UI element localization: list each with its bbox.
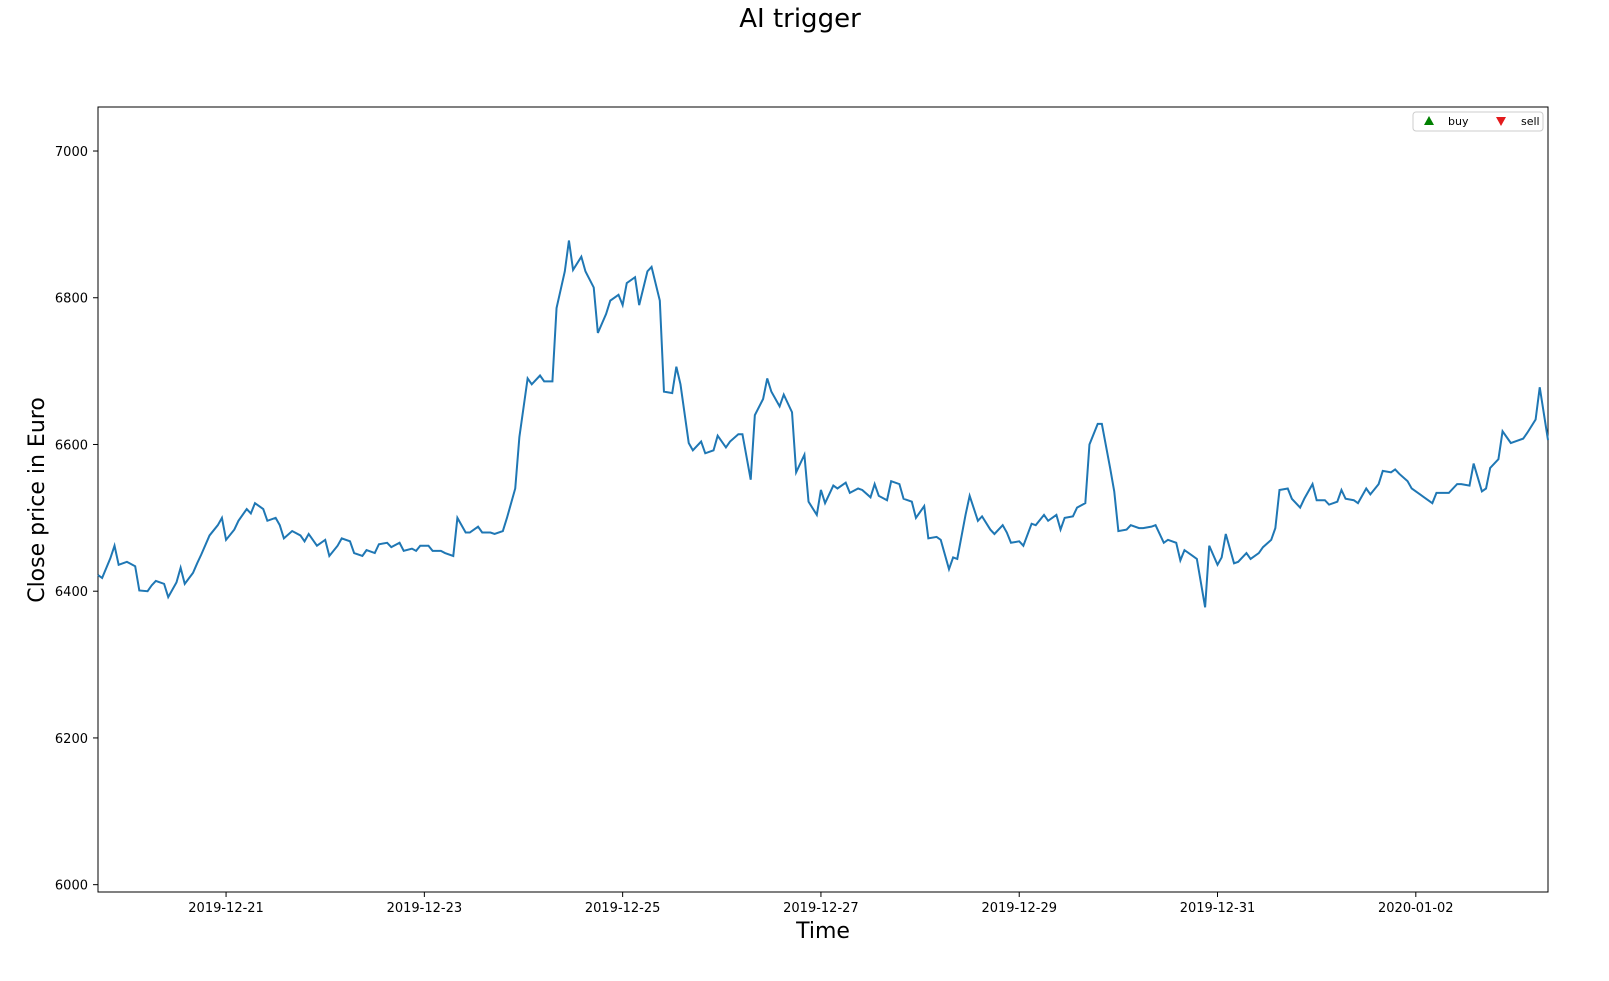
- y-axis-ticks: 6000 6200 6400 6600 6800 7000: [55, 145, 98, 894]
- y-axis-title: Close price in Euro: [25, 397, 50, 603]
- y-tick-label: 6200: [55, 732, 88, 747]
- x-tick-label: 2019-12-23: [387, 901, 463, 916]
- x-tick-label: 2020-01-02: [1378, 901, 1454, 916]
- legend-buy-marker-icon: [1424, 116, 1434, 125]
- legend-sell-label: sell: [1521, 115, 1540, 128]
- x-tick-label: 2019-12-25: [585, 901, 661, 916]
- x-tick-label: 2019-12-31: [1180, 901, 1256, 916]
- legend: buy sell: [1412, 111, 1544, 132]
- plot-area-frame: [97, 106, 1549, 893]
- y-tick-label: 6000: [55, 879, 88, 894]
- chart-title: AI trigger: [739, 4, 861, 34]
- price-series-line: [97, 240, 1549, 608]
- y-tick-label: 7000: [55, 145, 88, 160]
- y-tick-label: 6800: [55, 292, 88, 307]
- legend-box: [1412, 111, 1544, 132]
- x-axis-title: Time: [795, 919, 850, 944]
- legend-buy-label: buy: [1448, 115, 1469, 128]
- legend-sell-marker-icon: [1496, 117, 1506, 126]
- x-tick-label: 2019-12-21: [188, 901, 264, 916]
- chart-title-group: AI trigger: [739, 4, 861, 34]
- x-tick-label: 2019-12-29: [981, 901, 1057, 916]
- y-tick-label: 6600: [55, 438, 88, 453]
- x-tick-label: 2019-12-27: [783, 901, 859, 916]
- y-tick-label: 6400: [55, 585, 88, 600]
- x-axis-ticks: 2019-12-21 2019-12-23 2019-12-25 2019-12-27…: [188, 892, 1454, 916]
